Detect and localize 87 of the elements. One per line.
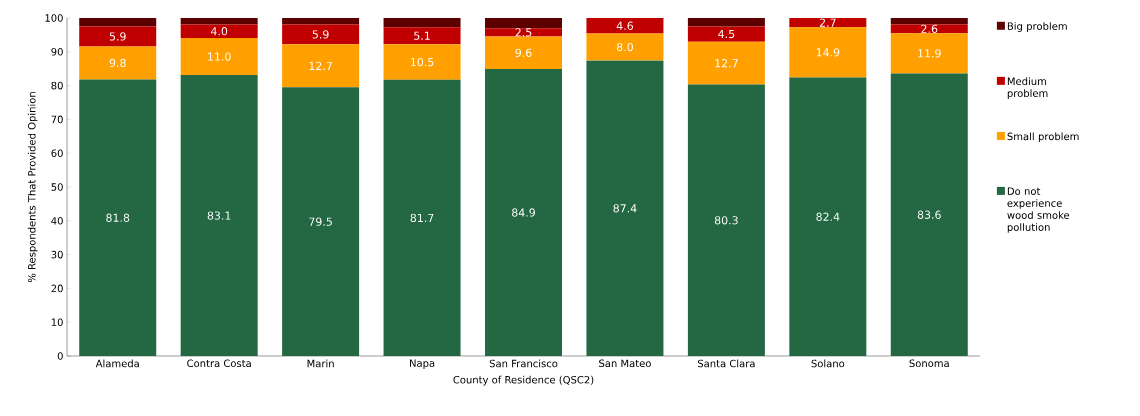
bar: [383, 44, 461, 80]
data-label: 2.7: [819, 18, 836, 27]
data-label: 2.6: [921, 24, 938, 33]
data-label: 87.4: [613, 204, 637, 213]
bar: [890, 18, 968, 25]
y-tick-label: 40: [51, 217, 63, 225]
data-label: 80.3: [714, 216, 738, 225]
data-label: 81.7: [410, 213, 434, 223]
legend-label: Big problem: [1007, 22, 1067, 32]
data-label: 4.6: [616, 21, 633, 30]
y-tick-label: 60: [51, 149, 63, 157]
data-label: 5.9: [312, 30, 329, 39]
bar: [890, 24, 968, 34]
x-tick-label: Santa Clara: [697, 359, 755, 368]
x-tick-label: Alameda: [95, 359, 139, 368]
y-tick-label: 0: [57, 352, 63, 360]
data-label: 14.9: [816, 48, 840, 57]
x-tick-label: San Francisco: [489, 359, 558, 368]
bar: [180, 37, 258, 76]
bar: [890, 33, 968, 74]
x-axis-title: County of Residence (QSC2): [453, 375, 594, 386]
bar: [485, 36, 562, 70]
bar: [383, 18, 461, 28]
bar: [687, 41, 765, 85]
x-tick-label: Contra Costa: [187, 359, 251, 368]
y-tick-label: 80: [51, 81, 63, 90]
bar: [789, 27, 867, 78]
data-label: 10.5: [411, 57, 434, 67]
bar: [687, 18, 765, 27]
bar: [79, 18, 157, 27]
bar: [180, 75, 258, 356]
data-label: 5.9: [109, 32, 126, 41]
data-label: 83.1: [207, 211, 231, 220]
y-tick-label: 50: [51, 183, 63, 191]
data-label: 81.8: [106, 213, 130, 222]
data-label: 8.0: [616, 42, 633, 52]
legend-label: Small problem: [1007, 132, 1079, 143]
data-label: 4.0: [210, 27, 228, 36]
y-tick-label: 20: [51, 284, 63, 293]
bar: [687, 84, 765, 356]
data-label: 12.7: [715, 59, 738, 68]
data-label: 84.9: [512, 208, 535, 217]
legend-label: Do not experience wood smoke pollution: [1007, 187, 1070, 233]
data-label: 9.8: [109, 58, 126, 68]
bar: [180, 24, 258, 38]
bar: [485, 18, 562, 29]
data-label: 4.5: [718, 29, 735, 39]
bar: [485, 69, 562, 356]
data-label: 83.6: [917, 210, 941, 219]
bar: [687, 26, 765, 42]
x-tick-label: Napa: [410, 359, 435, 369]
data-label: 82.4: [816, 212, 840, 221]
bar: [586, 18, 664, 34]
x-tick-label: Solano: [811, 359, 845, 368]
y-tick-label: 100: [45, 14, 63, 22]
bar: [282, 18, 360, 25]
y-axis-title: % Respondents That Provided Opinion: [27, 92, 38, 283]
y-tick-label: 30: [51, 250, 63, 259]
bar: [180, 18, 258, 25]
legend-label: Medium problem: [1007, 77, 1048, 99]
data-label: 12.7: [309, 61, 332, 70]
data-label: 11.9: [918, 49, 941, 58]
bar: [79, 79, 157, 356]
bar: [383, 79, 461, 356]
bar: [282, 87, 360, 356]
bar: [485, 28, 562, 37]
y-tick-label: 90: [51, 48, 63, 56]
bar: [789, 77, 867, 356]
x-tick-label: Marin: [307, 359, 334, 368]
bar: [79, 26, 157, 47]
data-label: 11.0: [208, 52, 231, 61]
bar: [586, 60, 664, 356]
x-tick-label: San Mateo: [599, 359, 651, 368]
bar: [789, 18, 867, 28]
bar: [890, 73, 968, 356]
data-label: 79.5: [309, 217, 332, 226]
x-tick-label: Sonoma: [909, 359, 949, 368]
data-label: 2.5: [515, 28, 532, 37]
bar: [383, 27, 461, 45]
y-tick-label: 70: [51, 115, 63, 124]
bar: [586, 33, 664, 61]
bar: [282, 44, 360, 88]
bar: [282, 24, 360, 45]
y-tick-label: 10: [51, 318, 63, 326]
data-label: 5.1: [414, 31, 430, 40]
data-label: 9.6: [515, 48, 532, 57]
bar: [79, 46, 157, 80]
